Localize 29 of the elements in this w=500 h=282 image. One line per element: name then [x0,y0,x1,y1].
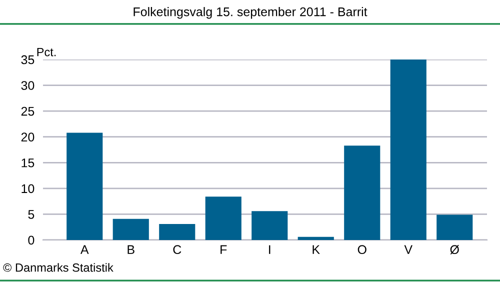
x-tick-label: C [173,245,182,254]
bar [66,132,103,240]
chart-title: Folketingsvalg 15. september 2011 - Barrit [134,7,368,19]
y-tick-label: 30 [21,81,34,90]
bar [344,146,380,240]
bar [390,60,426,240]
x-tick-label: A [80,245,89,254]
x-tick-label: V [404,245,412,254]
bar [298,236,334,240]
text: © Danmarks Statistik [3,263,114,272]
x-tick-label: Ø [450,244,460,254]
y-tick-label: 15 [22,158,34,168]
y-tick-label: 20 [21,132,34,142]
bar [436,214,473,240]
bar [159,224,196,240]
y-tick-label: 0 [28,236,34,245]
y-tick-label: 10 [22,184,34,194]
y-axis-title: Pct. [37,48,56,56]
bar [252,211,288,240]
x-tick-label: K [312,245,320,254]
y-tick-label: 35 [21,55,34,64]
y-tick-label: 25 [21,106,34,116]
bar [112,218,149,240]
x-tick-label: B [128,245,134,254]
x-tick-label: O [358,245,366,254]
x-tick-label: F [220,245,227,254]
y-tick-label: 5 [28,210,34,219]
bar [205,196,242,240]
x-tick-label: I [269,245,270,254]
